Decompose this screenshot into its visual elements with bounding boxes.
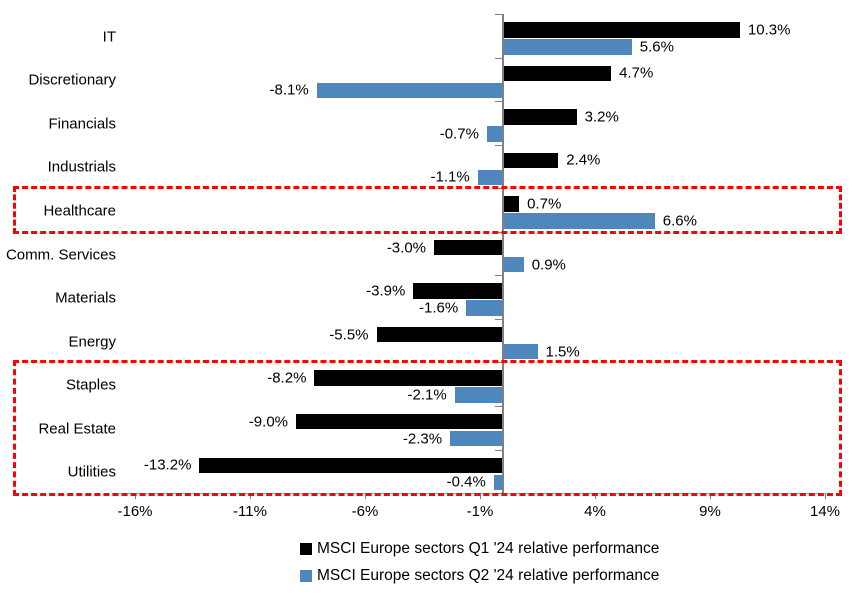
bar-q1	[314, 370, 503, 386]
legend-item-q2: MSCI Europe sectors Q2 '24 relative perf…	[300, 568, 659, 584]
bar-q1	[413, 283, 503, 299]
bar-q1	[199, 457, 503, 473]
category-label: Materials	[55, 289, 116, 307]
x-axis-tick	[595, 493, 596, 499]
value-label: -0.4%	[446, 473, 486, 491]
category-label: Discretionary	[28, 71, 116, 89]
x-tick-label: -1%	[466, 503, 494, 520]
bar-q2	[503, 39, 632, 55]
bar-q1	[503, 22, 740, 38]
bar-q2	[316, 82, 503, 99]
y-axis-tick	[495, 449, 502, 451]
y-axis-tick	[495, 101, 502, 103]
value-label: 10.3%	[747, 21, 791, 39]
x-axis-tick	[250, 493, 251, 499]
x-tick-label: 14%	[809, 503, 841, 520]
value-label: -3.9%	[366, 282, 406, 300]
x-axis-tick	[710, 493, 711, 499]
value-label: -9.0%	[248, 413, 288, 431]
category-label: Comm. Services	[5, 246, 116, 264]
y-axis-tick	[495, 188, 502, 190]
x-tick-label: 9%	[699, 503, 721, 520]
category-label: Energy	[68, 333, 116, 351]
bar-q1	[503, 65, 612, 82]
category-label: Real Estate	[38, 420, 116, 438]
value-label: -8.1%	[269, 81, 309, 99]
x-axis-tick	[480, 493, 481, 499]
x-tick-label: -11%	[233, 503, 267, 520]
bar-q2	[493, 474, 503, 490]
value-label: -2.1%	[407, 386, 447, 404]
bar-q2	[466, 300, 503, 316]
value-label: 2.4%	[566, 151, 601, 169]
y-axis-tick	[495, 362, 502, 364]
bar-q1	[296, 413, 503, 430]
bar-q1	[503, 196, 520, 212]
bar-q2	[503, 343, 538, 360]
bar-q2	[503, 256, 524, 273]
value-label: 0.9%	[531, 256, 566, 273]
value-label: 1.5%	[545, 343, 580, 361]
value-label: -0.7%	[439, 125, 479, 143]
value-label: -13.2%	[143, 456, 192, 474]
category-label: Utilities	[67, 463, 116, 481]
y-axis-tick	[495, 405, 502, 407]
y-axis-tick	[495, 57, 502, 59]
legend-label-q2: MSCI Europe sectors Q2 '24 relative perf…	[317, 567, 660, 584]
bar-q1	[376, 326, 503, 343]
bar-q1	[434, 239, 503, 256]
y-axis-tick	[495, 14, 502, 15]
x-axis-tick	[365, 493, 366, 499]
y-axis-tick	[495, 144, 502, 146]
y-axis-tick	[495, 318, 502, 320]
highlight-box-healthcare	[13, 185, 842, 235]
value-label: 5.6%	[639, 38, 674, 56]
legend-item-q1: MSCI Europe sectors Q1 '24 relative perf…	[300, 541, 659, 557]
value-label: -3.0%	[386, 239, 426, 256]
y-axis-tick	[495, 275, 502, 277]
value-label: 3.2%	[584, 108, 619, 126]
value-label: -8.2%	[267, 369, 307, 387]
legend-label-q1: MSCI Europe sectors Q1 '24 relative perf…	[317, 540, 660, 557]
value-label: -5.5%	[329, 326, 369, 344]
category-label: Industrials	[47, 158, 116, 176]
bar-q1	[503, 109, 577, 125]
x-tick-label: 4%	[584, 503, 606, 520]
x-tick-label: -6%	[351, 503, 379, 520]
bar-q2	[503, 213, 655, 229]
value-label: 4.7%	[619, 64, 654, 82]
value-label: -1.1%	[430, 168, 470, 186]
x-tick-label: -16%	[117, 503, 153, 520]
x-axis-tick	[825, 493, 826, 499]
x-axis-tick	[135, 493, 136, 499]
y-axis-line	[501, 14, 504, 494]
category-label: Staples	[65, 376, 116, 394]
bar-q2	[486, 126, 503, 142]
bar-q1	[503, 152, 559, 169]
category-label: IT	[102, 28, 116, 46]
highlight-box-staples	[13, 359, 842, 496]
value-label: 6.6%	[662, 212, 697, 230]
value-label: -1.6%	[419, 299, 459, 317]
bar-q2	[477, 169, 503, 186]
category-label: Healthcare	[43, 202, 116, 220]
legend-swatch-q1	[300, 543, 312, 555]
bar-q2	[454, 387, 503, 403]
bar-q2	[450, 430, 503, 447]
legend-swatch-q2	[300, 570, 312, 582]
value-label: 0.7%	[527, 195, 562, 213]
category-label: Financials	[48, 115, 116, 133]
value-label: -2.3%	[402, 430, 443, 448]
